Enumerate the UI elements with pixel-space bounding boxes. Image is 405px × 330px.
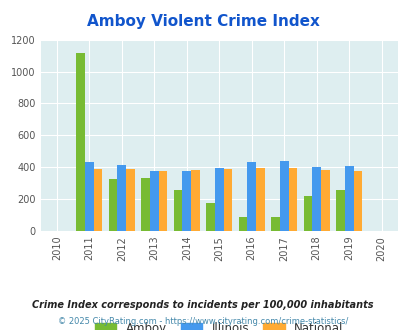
Bar — [94, 169, 102, 231]
Legend: Amboy, Illinois, National: Amboy, Illinois, National — [90, 317, 347, 330]
Bar — [223, 169, 232, 231]
Bar — [353, 171, 361, 231]
Bar — [149, 171, 158, 231]
Bar — [247, 162, 256, 231]
Bar — [320, 170, 329, 231]
Bar — [206, 203, 214, 231]
Bar — [288, 168, 296, 231]
Bar — [117, 165, 126, 231]
Bar — [214, 168, 223, 231]
Bar — [256, 168, 264, 231]
Text: Crime Index corresponds to incidents per 100,000 inhabitants: Crime Index corresponds to incidents per… — [32, 300, 373, 310]
Bar — [182, 171, 191, 231]
Bar — [109, 179, 117, 231]
Bar — [279, 161, 288, 231]
Bar — [126, 169, 134, 231]
Bar — [311, 167, 320, 231]
Bar — [173, 190, 182, 231]
Bar — [85, 162, 94, 231]
Bar — [271, 216, 279, 231]
Bar — [141, 178, 149, 231]
Bar — [303, 196, 311, 231]
Text: Amboy Violent Crime Index: Amboy Violent Crime Index — [86, 14, 319, 29]
Bar — [76, 53, 85, 231]
Bar — [344, 166, 353, 231]
Bar — [238, 216, 247, 231]
Text: © 2025 CityRating.com - https://www.cityrating.com/crime-statistics/: © 2025 CityRating.com - https://www.city… — [58, 317, 347, 326]
Bar — [158, 171, 167, 231]
Bar — [191, 170, 199, 231]
Bar — [335, 189, 344, 231]
